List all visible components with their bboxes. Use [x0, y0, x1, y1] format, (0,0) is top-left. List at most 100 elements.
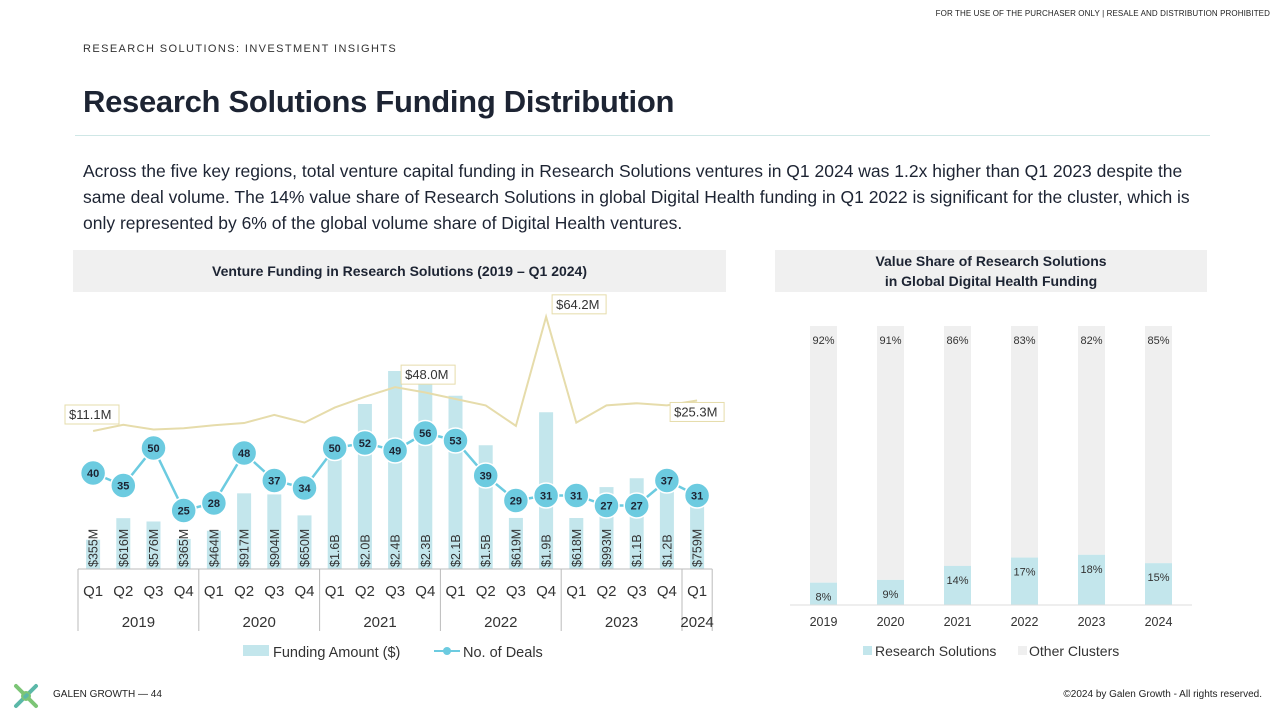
deals-marker: [170, 497, 197, 524]
quarter-tick-label: Q1: [566, 583, 586, 600]
other-clusters-bar: [1011, 326, 1038, 558]
quarter-tick-label: Q2: [596, 583, 616, 600]
legend-research-solutions-label: Research Solutions: [875, 643, 996, 659]
avg-annotation-box: [669, 401, 725, 422]
year-tick-label: 2024: [680, 614, 713, 631]
legend-deals-label: No. of Deals: [463, 645, 543, 661]
funding-bar-label: $650M: [298, 529, 312, 567]
deals-value-label: 29: [510, 496, 522, 508]
deals-marker: [230, 439, 258, 467]
section-label: RESEARCH SOLUTIONS: INVESTMENT INSIGHTS: [83, 43, 398, 55]
quarter-tick-label: Q2: [355, 583, 375, 600]
deals-value-label: 31: [570, 491, 582, 503]
year-category-label: 2020: [877, 615, 905, 629]
deals-marker: [321, 434, 348, 462]
funding-bar-label: $2.1B: [449, 534, 463, 567]
research-solutions-bar: [1145, 563, 1172, 605]
quarter-tick-label: Q3: [385, 583, 405, 600]
deals-marker: [140, 434, 167, 462]
research-solutions-bar: [1078, 554, 1105, 605]
funding-bar-label: $355M: [87, 529, 101, 567]
year-tick-label: 2019: [122, 614, 155, 631]
deals-marker: [532, 482, 560, 509]
year-category-label: 2021: [944, 615, 972, 629]
funding-bar: [659, 470, 674, 569]
other-clusters-bar: [1078, 326, 1105, 555]
deals-value-label: 49: [389, 446, 401, 458]
funding-bar-label: $1.2B: [660, 534, 674, 567]
deals-value-label: 28: [208, 498, 220, 510]
deals-value-label: 39: [480, 471, 492, 483]
year-tick-label: 2022: [484, 614, 517, 631]
funding-bar-label: $917M: [238, 529, 252, 567]
deals-value-label: 53: [449, 436, 461, 448]
quarter-tick-label: Q1: [204, 583, 224, 600]
share-chart-title-line-2: in Global Digital Health Funding: [884, 273, 1098, 289]
disclaimer-text: FOR THE USE OF THE PURCHASER ONLY | RESA…: [935, 9, 1270, 18]
funding-bar-label: $618M: [570, 529, 584, 567]
deals-marker: [623, 492, 650, 519]
research-solutions-value-label: 18%: [1080, 564, 1102, 576]
research-solutions-value-label: 17%: [1013, 567, 1035, 579]
research-solutions-value-label: 15%: [1147, 572, 1169, 584]
other-clusters-value-label: 82%: [1080, 335, 1102, 347]
funding-bar: [267, 494, 282, 569]
quarter-tick-label: Q1: [83, 583, 103, 600]
funding-bar-label: $1.5B: [479, 534, 493, 567]
year-category-label: 2024: [1145, 615, 1173, 629]
quarter-tick-label: Q1: [687, 583, 707, 600]
deals-marker: [593, 492, 620, 519]
funding-bar: [116, 518, 131, 569]
deals-value-label: 56: [419, 428, 431, 440]
funding-bar-label: $619M: [509, 529, 523, 567]
quarter-tick-label: Q2: [113, 583, 133, 600]
funding-bar: [146, 521, 161, 569]
funding-bar-label: $2.0B: [358, 534, 372, 567]
deals-value-label: 40: [87, 468, 99, 480]
funding-bar: [388, 371, 403, 569]
quarter-tick-label: Q2: [476, 583, 496, 600]
deals-marker: [261, 467, 288, 494]
research-solutions-value-label: 14%: [946, 575, 968, 587]
other-clusters-bar: [944, 326, 971, 566]
funding-bar: [206, 530, 221, 569]
deals-marker: [442, 427, 469, 454]
deals-value-label: 27: [631, 501, 643, 513]
funding-bar-label: $2.3B: [419, 534, 433, 567]
intro-paragraph: Across the five key regions, total ventu…: [83, 161, 1190, 233]
avg-deal-size-line: [92, 313, 698, 432]
funding-bar-label: $576M: [147, 529, 161, 567]
other-clusters-bar: [1145, 326, 1172, 564]
quarter-tick-label: Q2: [234, 583, 254, 600]
funding-bar-label: $1.9B: [540, 534, 554, 567]
footer-copyright: ©2024 by Galen Growth - All rights reser…: [1063, 689, 1262, 700]
legend-research-solutions-swatch: [863, 646, 872, 655]
year-tick-label: 2020: [243, 614, 276, 631]
deals-value-label: 34: [298, 483, 311, 495]
deals-marker: [200, 489, 228, 517]
funding-bar: [569, 518, 584, 569]
funding-bar-label: $464M: [207, 529, 221, 567]
funding-bar: [86, 539, 101, 569]
funding-bar: [237, 493, 252, 569]
footer-brand: GALEN GROWTH — 44: [53, 689, 162, 700]
funding-bar: [176, 538, 191, 569]
other-clusters-bar: [810, 326, 837, 583]
research-solutions-bar: [877, 579, 904, 605]
legend-other-clusters-swatch: [1018, 646, 1027, 655]
deals-value-label: 27: [600, 501, 612, 513]
deals-value-label: 31: [540, 491, 552, 503]
year-category-label: 2022: [1011, 615, 1039, 629]
quarter-tick-label: Q1: [325, 583, 345, 600]
funding-bar-label: $616M: [117, 529, 131, 567]
funding-bar: [508, 517, 523, 569]
legend-deals-marker: [443, 647, 451, 655]
galen-growth-logo-icon: [14, 684, 38, 708]
avg-annotation-box: [64, 404, 120, 425]
quarter-tick-label: Q4: [415, 583, 435, 600]
avg-annotation-label: $25.3M: [674, 404, 717, 419]
page-title: Research Solutions Funding Distribution: [83, 84, 675, 119]
deals-value-label: 31: [691, 491, 703, 503]
deals-marker: [502, 487, 530, 514]
quarter-tick-label: Q3: [143, 583, 163, 600]
